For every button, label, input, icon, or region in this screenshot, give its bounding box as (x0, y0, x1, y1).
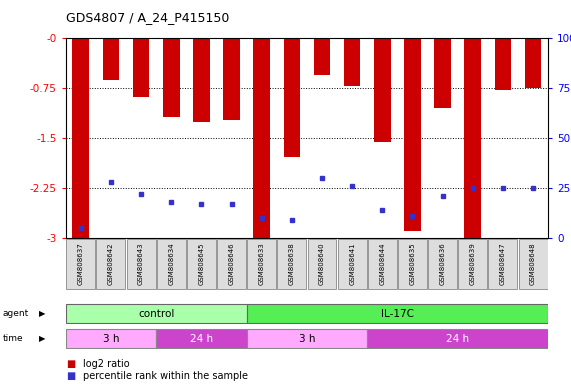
Bar (73, 38, 89, 238)
Bar (313, 38, 330, 75)
Bar (223, 38, 240, 119)
Text: GSM808648: GSM808648 (530, 243, 536, 285)
FancyBboxPatch shape (156, 329, 247, 348)
FancyBboxPatch shape (127, 239, 155, 289)
FancyBboxPatch shape (96, 239, 126, 289)
Text: GSM808634: GSM808634 (168, 243, 174, 285)
Text: GSM808644: GSM808644 (379, 243, 385, 285)
Text: GSM808641: GSM808641 (349, 243, 355, 285)
Text: GSM808638: GSM808638 (289, 243, 295, 285)
FancyBboxPatch shape (247, 329, 367, 348)
Bar (525, 38, 541, 88)
Text: 24 h: 24 h (446, 334, 469, 344)
FancyBboxPatch shape (398, 239, 427, 289)
FancyBboxPatch shape (217, 239, 246, 289)
Text: control: control (138, 309, 174, 319)
Bar (254, 38, 270, 238)
Text: 24 h: 24 h (190, 334, 213, 344)
FancyBboxPatch shape (367, 329, 548, 348)
Text: time: time (3, 334, 23, 343)
Text: GSM808645: GSM808645 (198, 243, 204, 285)
Text: GSM808647: GSM808647 (500, 243, 506, 285)
Text: GDS4807 / A_24_P415150: GDS4807 / A_24_P415150 (66, 12, 229, 25)
FancyBboxPatch shape (428, 239, 457, 289)
FancyBboxPatch shape (66, 329, 156, 348)
FancyBboxPatch shape (337, 239, 367, 289)
Text: 3 h: 3 h (299, 334, 315, 344)
FancyBboxPatch shape (278, 239, 306, 289)
FancyBboxPatch shape (488, 239, 517, 289)
FancyBboxPatch shape (459, 239, 487, 289)
Text: agent: agent (3, 310, 29, 318)
Bar (435, 38, 451, 108)
Text: ▶: ▶ (39, 334, 45, 343)
Text: GSM808636: GSM808636 (440, 243, 445, 285)
Text: log2 ratio: log2 ratio (83, 359, 130, 369)
FancyBboxPatch shape (156, 239, 186, 289)
Text: GSM808635: GSM808635 (409, 243, 416, 285)
Text: ■: ■ (66, 359, 75, 369)
Text: GSM808646: GSM808646 (228, 243, 235, 285)
Bar (404, 38, 421, 232)
FancyBboxPatch shape (308, 239, 336, 289)
Text: 3 h: 3 h (103, 334, 119, 344)
Text: GSM808640: GSM808640 (319, 243, 325, 285)
Bar (193, 38, 210, 122)
Text: GSM808639: GSM808639 (470, 243, 476, 285)
Text: GSM808642: GSM808642 (108, 243, 114, 285)
Text: IL-17C: IL-17C (381, 309, 414, 319)
Bar (374, 38, 391, 142)
Text: percentile rank within the sample: percentile rank within the sample (83, 371, 248, 381)
Text: ■: ■ (66, 371, 75, 381)
Bar (344, 38, 360, 86)
Bar (494, 38, 511, 90)
Bar (284, 38, 300, 157)
Bar (163, 38, 179, 117)
FancyBboxPatch shape (518, 239, 548, 289)
FancyBboxPatch shape (66, 305, 247, 323)
FancyBboxPatch shape (66, 239, 95, 289)
Text: GSM808643: GSM808643 (138, 243, 144, 285)
Text: GSM808633: GSM808633 (259, 243, 265, 285)
FancyBboxPatch shape (187, 239, 216, 289)
Bar (133, 38, 150, 97)
Text: GSM808637: GSM808637 (78, 243, 84, 285)
FancyBboxPatch shape (247, 305, 548, 323)
FancyBboxPatch shape (368, 239, 397, 289)
Bar (464, 38, 481, 238)
Text: ▶: ▶ (39, 310, 45, 318)
Bar (103, 38, 119, 79)
FancyBboxPatch shape (247, 239, 276, 289)
